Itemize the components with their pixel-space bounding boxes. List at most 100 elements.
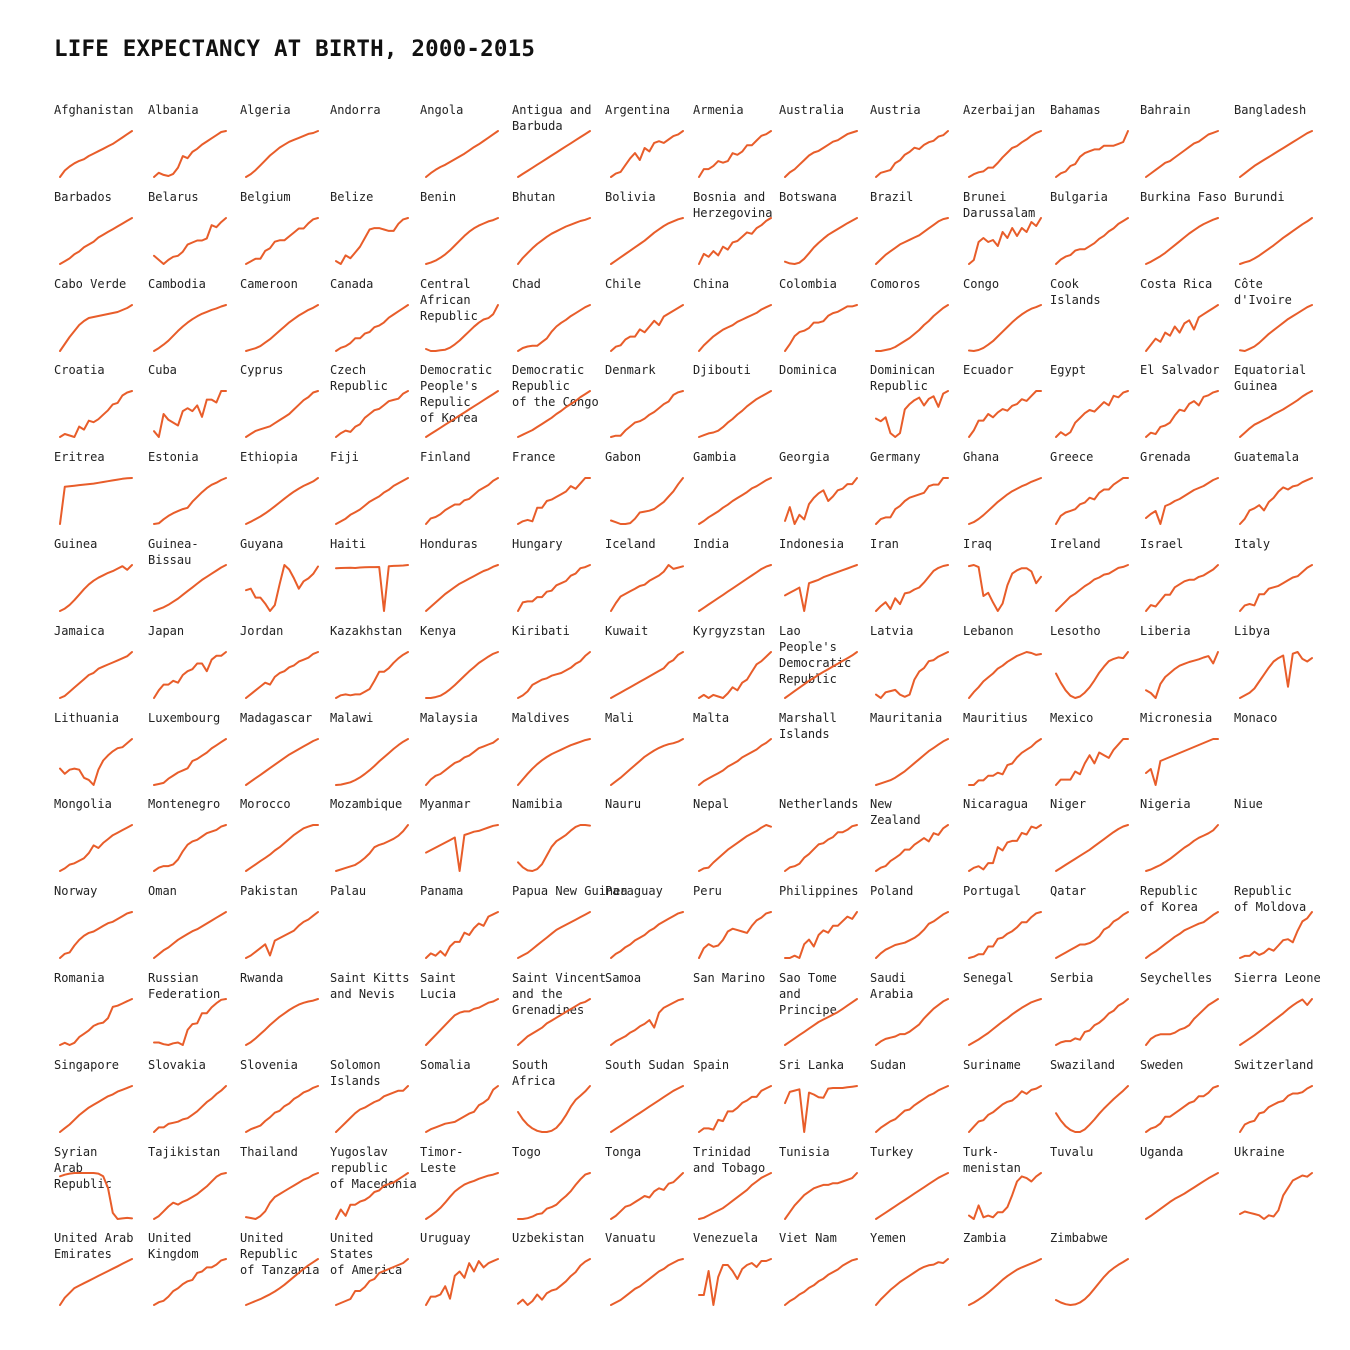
country-panel: Mozambique [330,796,422,883]
life-expectancy-series [153,564,227,612]
sparkline [59,390,133,439]
country-panel: Bosnia and Herzegovina [693,189,785,276]
country-panel: Costa Rica [1140,276,1232,363]
country-label: Vanuatu [605,1231,656,1246]
country-label: Montenegro [148,797,221,812]
sparkline [59,477,133,526]
life-expectancy-series [59,390,133,439]
country-label: Australia [779,103,845,117]
sparkline [425,1084,499,1133]
country-panel: Venezuela [693,1230,785,1317]
life-expectancy-series [517,130,591,178]
country-panel: Cameroon [240,276,332,363]
country-label: Romania [54,971,105,985]
country-panel: Yugoslav republic of Macedonia [330,1144,422,1231]
country-label: Peru [693,884,722,899]
country-label: Dominican Republic [870,363,936,394]
sparkline [784,1258,858,1307]
sparkline [245,1171,319,1220]
sparkline [1145,303,1219,352]
sparkline [610,737,684,786]
sparkline [335,1084,409,1133]
sparkline [335,650,409,699]
country-panel: Namibia [512,796,604,883]
life-expectancy-series [1055,477,1129,526]
country-panel: Croatia [54,362,146,449]
sparkline [1239,130,1313,178]
sparkline [968,998,1042,1046]
country-label: Sierra Leone [1234,971,1321,985]
life-expectancy-series [968,650,1042,699]
life-expectancy-series [1145,564,1219,612]
life-expectancy-series [59,1171,133,1220]
sparkline [425,477,499,526]
life-expectancy-series [698,911,772,960]
country-label: Costa Rica [1140,276,1213,291]
country-panel: Germany [870,449,962,536]
sparkline [517,650,591,699]
life-expectancy-series [875,998,949,1046]
country-label: Syrian Arab Republic [54,1144,112,1191]
country-label: Tunisia [779,1144,830,1159]
country-panel: Jamaica [54,623,146,710]
country-label: Mali [605,710,634,725]
country-label: Uganda [1140,1144,1184,1159]
life-expectancy-series [698,303,772,352]
country-label: Gambia [693,450,737,465]
country-label: Poland [870,884,914,899]
country-label: Canada [330,276,374,291]
country-panel: Papua New Guinea [512,883,628,970]
life-expectancy-series [517,303,591,352]
country-panel: Cuba [148,362,240,449]
sparkline [335,216,409,265]
life-expectancy-series [1055,130,1129,178]
country-label: Algeria [240,103,291,117]
country-panel: Maldives [512,710,604,797]
country-label: Netherlands [779,797,859,812]
sparkline [425,824,499,873]
country-label: Spain [693,1057,730,1072]
country-panel: Kenya [420,623,512,710]
sparkline [875,390,949,439]
country-label: Austria [870,103,921,117]
country-label: Switzerland [1234,1057,1314,1072]
sparkline [425,1171,499,1220]
country-panel: Guatemala [1234,449,1326,536]
life-expectancy-series [335,303,409,352]
sparkline [1055,911,1129,960]
country-panel: Eritrea [54,449,146,536]
country-label: Pakistan [240,884,298,899]
life-expectancy-series [59,1084,133,1133]
life-expectancy-series [1239,216,1313,265]
sparkline [153,1258,227,1307]
country-label: Bulgaria [1050,189,1108,204]
country-label: Cabo Verde [54,276,127,291]
country-label: Rwanda [240,971,284,985]
life-expectancy-series [425,1258,499,1307]
sparkline [968,911,1042,960]
sparkline [784,477,858,526]
sparkline [1055,216,1129,265]
country-label: Djibouti [693,363,751,378]
country-label: India [693,537,730,551]
country-panel: France [512,449,604,536]
sparkline [968,477,1042,526]
sparkline [875,998,949,1046]
life-expectancy-series [1145,130,1219,178]
country-panel: Tajikistan [148,1144,240,1231]
country-panel: Portugal [963,883,1055,970]
country-label: Malta [693,710,730,725]
life-expectancy-series [425,911,499,960]
country-label: Saint Kitts and Nevis [330,971,410,1001]
sparkline [245,1258,319,1307]
country-panel: Romania [54,970,146,1057]
life-expectancy-series [517,1084,591,1133]
life-expectancy-series [153,737,227,786]
sparkline [245,1084,319,1133]
sparkline [784,911,858,960]
country-panel: Democratic People's Repulic of Korea [420,362,512,449]
country-panel: Mauritania [870,710,962,797]
country-panel: Bahamas [1050,102,1142,189]
country-panel: Zambia [963,1230,1055,1317]
life-expectancy-series [1145,911,1219,960]
